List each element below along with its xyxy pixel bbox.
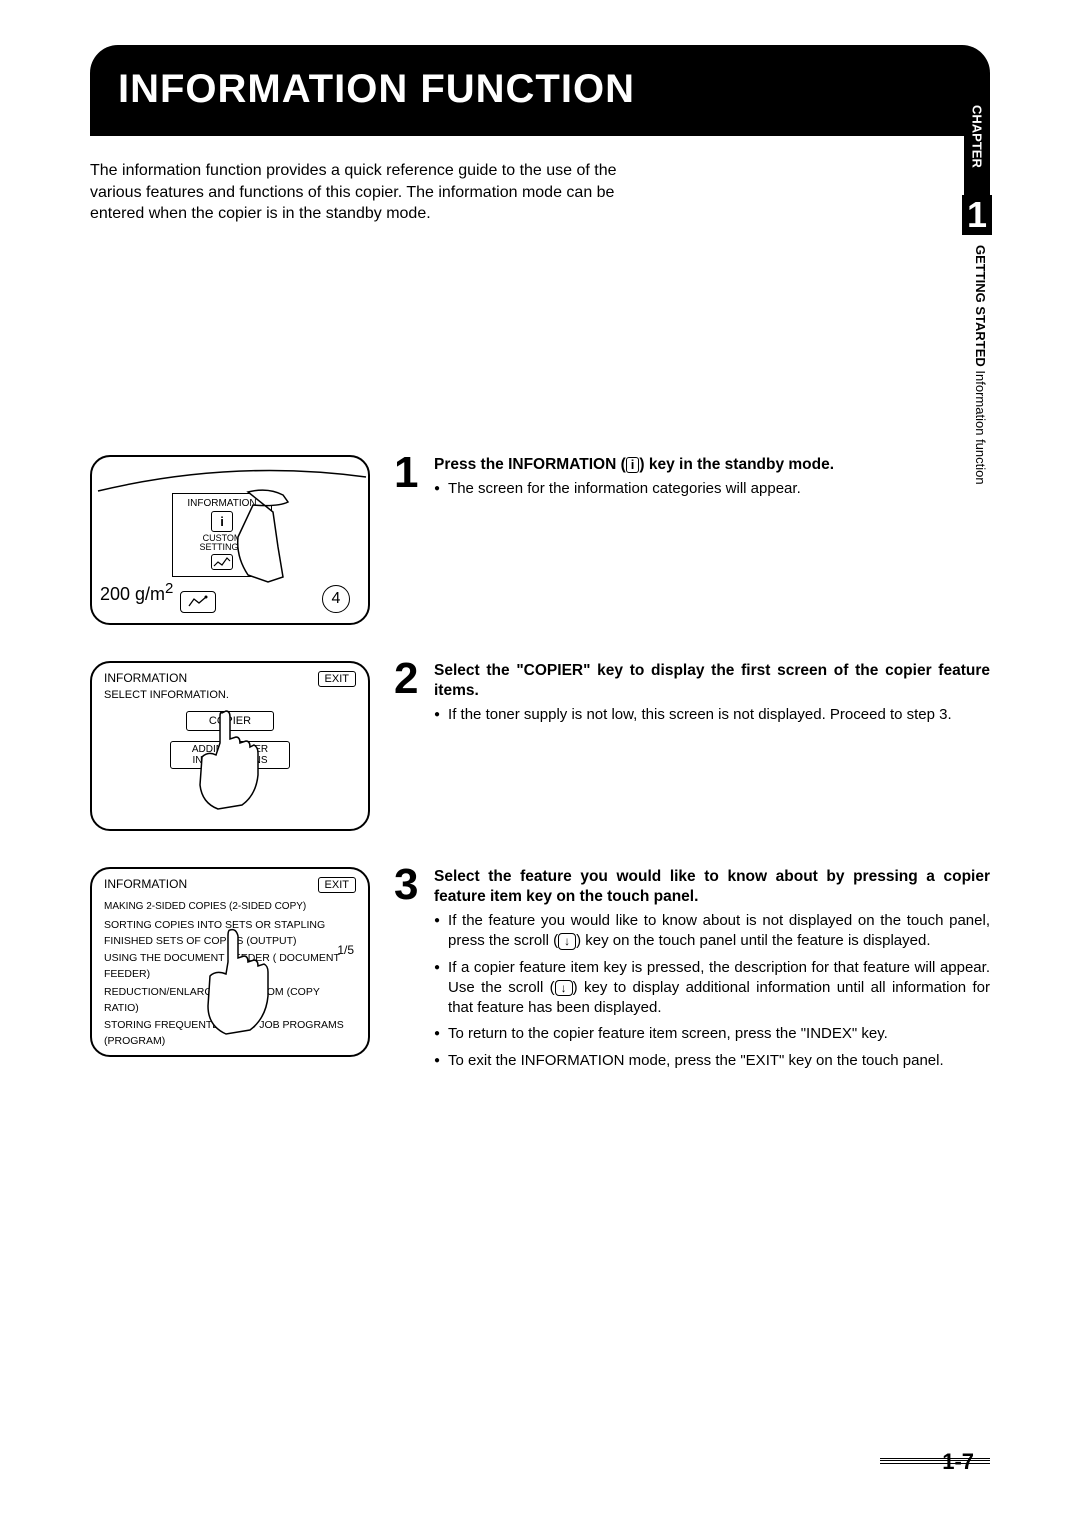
control-panel-diagram: INFORMATION i CUSTOMSETTINGS 200 g/m2 4: [90, 455, 370, 625]
exit-button: EXIT: [318, 877, 356, 893]
panel3-title: INFORMATION: [104, 877, 187, 893]
feature-list-screen: INFORMATION EXIT MAKING 2-SIDED COPIES (…: [90, 867, 370, 1057]
step-1-body: 1 Press the INFORMATION (i) key in the s…: [394, 455, 990, 505]
bullet-item: To exit the INFORMATION mode, press the …: [434, 1051, 990, 1071]
step-2-row: INFORMATION EXIT SELECT INFORMATION. COP…: [90, 661, 990, 831]
info-select-screen: INFORMATION EXIT SELECT INFORMATION. COP…: [90, 661, 370, 831]
step-3-bullets: If the feature you would like to know ab…: [434, 911, 990, 1071]
step-3-heading: Select the feature you would like to kno…: [434, 867, 990, 907]
step-2-illustration: INFORMATION EXIT SELECT INFORMATION. COP…: [90, 661, 370, 831]
paper-weight-label: 200 g/m2: [100, 580, 173, 605]
step-1-heading: Press the INFORMATION (i) key in the sta…: [434, 455, 990, 475]
scroll-down-icon: ↓: [555, 980, 573, 996]
side-section-bold: GETTING STARTED: [973, 245, 988, 367]
chapter-number: 1: [962, 195, 992, 235]
step-1-row: INFORMATION i CUSTOMSETTINGS 200 g/m2 4: [90, 455, 990, 625]
side-section-rest: Information function: [973, 367, 988, 485]
exit-button: EXIT: [318, 671, 356, 687]
panel3-heading: MAKING 2-SIDED COPIES (2-SIDED COPY): [104, 901, 356, 912]
side-section-label: GETTING STARTED Information function: [973, 245, 988, 485]
page-counter: 1/5: [337, 943, 354, 957]
step-1-illustration: INFORMATION i CUSTOMSETTINGS 200 g/m2 4: [90, 455, 370, 625]
chapter-label: CHAPTER: [970, 105, 985, 168]
bullet-item: If the feature you would like to know ab…: [434, 911, 990, 952]
intro-paragraph: The information function provides a quic…: [90, 160, 650, 225]
bullet-item: To return to the copier feature item scr…: [434, 1024, 990, 1044]
panel2-subtitle: SELECT INFORMATION.: [104, 689, 356, 701]
number-four-button: 4: [322, 585, 350, 613]
hand-pointer-icon: [182, 703, 292, 823]
hand-pointer-icon: [228, 487, 318, 587]
bullet-item: If a copier feature item key is pressed,…: [434, 958, 990, 1019]
step-3-row: INFORMATION EXIT MAKING 2-SIDED COPIES (…: [90, 867, 990, 1077]
page-title-block: INFORMATION FUNCTION: [90, 45, 990, 136]
step-2-body: 2 Select the "COPIER" key to display the…: [394, 661, 990, 732]
info-icon-inline: i: [626, 457, 640, 473]
step-1-bullets: The screen for the information categorie…: [434, 479, 990, 499]
panel2-title: INFORMATION: [104, 671, 187, 687]
step-2-heading: Select the "COPIER" key to display the f…: [434, 661, 990, 701]
step-2-bullets: If the toner supply is not low, this scr…: [434, 705, 990, 725]
step-3-number: 3: [394, 867, 424, 1077]
page-title: INFORMATION FUNCTION: [118, 67, 962, 112]
step-3-body: 3 Select the feature you would like to k…: [394, 867, 990, 1077]
page-rule-decoration: [880, 1458, 990, 1463]
contrast-icon: [180, 591, 216, 613]
step-2-number: 2: [394, 661, 424, 732]
step-3-illustration: INFORMATION EXIT MAKING 2-SIDED COPIES (…: [90, 867, 370, 1057]
scroll-down-icon: ↓: [558, 933, 576, 949]
step-1-number: 1: [394, 455, 424, 505]
hand-pointer-icon: [192, 924, 302, 1054]
